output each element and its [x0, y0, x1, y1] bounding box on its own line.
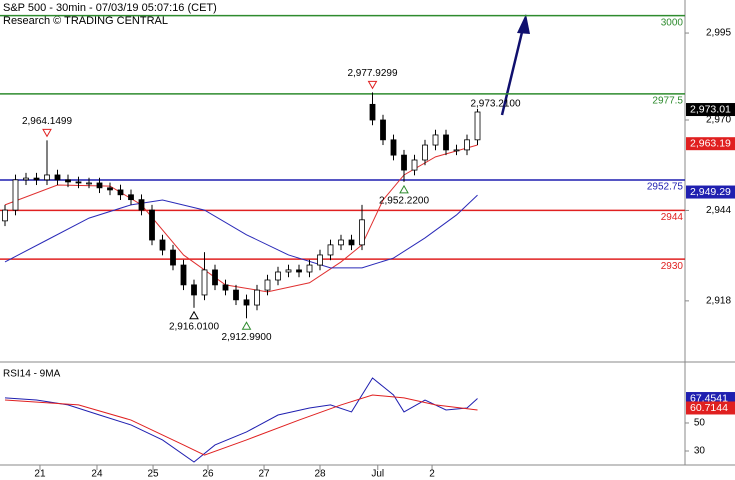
- level-label: 2952.75: [647, 182, 684, 193]
- price-tag: [686, 185, 735, 199]
- candle-body: [443, 134, 449, 151]
- candle-body: [306, 264, 313, 273]
- y-tick-label: 2,995: [706, 28, 731, 39]
- candle-body: [75, 181, 82, 184]
- panel-title: RSI14 - 9MA: [3, 369, 61, 380]
- candle-body: [254, 289, 260, 306]
- price-tag-label: 67.4541: [690, 392, 728, 404]
- candle-body: [107, 187, 113, 191]
- y-tick-label: 30: [694, 446, 706, 457]
- indicator-line: [4, 394, 478, 456]
- candle-body: [128, 194, 134, 201]
- candle-body: [285, 269, 292, 273]
- y-tick-label: 2,918: [706, 296, 731, 307]
- candle-body: [138, 199, 145, 211]
- candle-body: [170, 249, 176, 266]
- candle-body: [317, 254, 323, 266]
- candle-body: [296, 269, 302, 273]
- candle-body: [474, 111, 481, 141]
- annotation-label: 2,973.2100: [470, 98, 520, 109]
- y-tick-label: 2,970: [706, 115, 731, 126]
- candle-body: [212, 269, 218, 286]
- x-tick-label: 27: [258, 469, 270, 480]
- low-marker: [189, 310, 199, 320]
- level-label: 2977.5: [652, 96, 683, 107]
- price-tag: [686, 401, 735, 415]
- price-tag: [686, 103, 735, 117]
- candle-body: [201, 269, 208, 296]
- candle-body: [44, 174, 50, 181]
- annotation-label: 2,977.9299: [347, 68, 397, 79]
- candle-body: [411, 159, 418, 171]
- candle-body: [191, 284, 197, 296]
- candle-body: [243, 299, 250, 306]
- candle-body: [54, 174, 61, 181]
- level-label: 2930: [661, 261, 684, 272]
- indicator-line: [4, 194, 478, 269]
- candle-body: [464, 139, 470, 151]
- level-label: 3000: [661, 17, 684, 28]
- x-tick-label: 24: [91, 469, 103, 480]
- candle-body: [65, 179, 71, 183]
- candle-body: [159, 239, 166, 251]
- candle-body: [432, 134, 439, 146]
- high-marker: [367, 80, 378, 90]
- candle-body: [23, 177, 29, 181]
- price-tag-label: 2,963.19: [690, 137, 731, 149]
- candle-body: [86, 182, 92, 185]
- projection-arrow: [500, 14, 530, 116]
- price-tag-label: 60.7144: [690, 402, 728, 414]
- price-tag: [686, 137, 735, 151]
- x-tick-label: 2: [429, 469, 435, 480]
- candle-body: [380, 119, 386, 141]
- candle-body: [401, 154, 407, 171]
- candle-body: [453, 149, 460, 152]
- low-marker: [241, 321, 252, 330]
- annotation-label: 2,964.1499: [22, 116, 72, 127]
- candle-body: [222, 284, 229, 291]
- candle-body: [96, 182, 103, 189]
- level-label: 2944: [661, 212, 684, 223]
- candle-body: [264, 279, 271, 291]
- high-marker: [42, 128, 52, 138]
- y-tick-label: 50: [694, 418, 706, 429]
- x-tick-label: 26: [202, 469, 214, 480]
- candle-body: [359, 219, 365, 246]
- candle-body: [390, 139, 397, 156]
- price-tag-label: 2,973.01: [690, 103, 731, 115]
- low-marker: [399, 184, 409, 194]
- x-tick-label: 28: [314, 469, 326, 480]
- indicator-line: [4, 144, 478, 293]
- candle-body: [348, 239, 355, 246]
- annotation-label: 2,912.9900: [221, 332, 271, 343]
- candle-body: [180, 264, 187, 286]
- candle-body: [422, 144, 428, 161]
- candle-body: [275, 271, 281, 281]
- candle-body: [2, 209, 8, 222]
- candle-body: [33, 177, 40, 181]
- candle-body: [369, 103, 376, 121]
- annotation-label: 2,952.2200: [379, 195, 429, 206]
- candle-body: [327, 244, 334, 256]
- price-tag-label: 2,949.29: [690, 186, 731, 198]
- chart-title: S&P 500 - 30min - 07/03/19 05:07:16 (CET…: [3, 2, 217, 14]
- annotation-label: 2,916.0100: [169, 321, 219, 332]
- candle-body: [117, 189, 124, 196]
- y-tick-label: 2,944: [706, 205, 731, 216]
- x-tick-label: 25: [147, 469, 159, 480]
- candle-body: [338, 239, 344, 246]
- candle-body: [149, 209, 155, 241]
- candle-body: [233, 289, 239, 301]
- x-tick-label: Jul: [371, 469, 384, 480]
- candle-body: [12, 179, 19, 211]
- x-tick-label: 21: [34, 469, 46, 480]
- chart-subtitle: Research © TRADING CENTRAL: [3, 15, 168, 27]
